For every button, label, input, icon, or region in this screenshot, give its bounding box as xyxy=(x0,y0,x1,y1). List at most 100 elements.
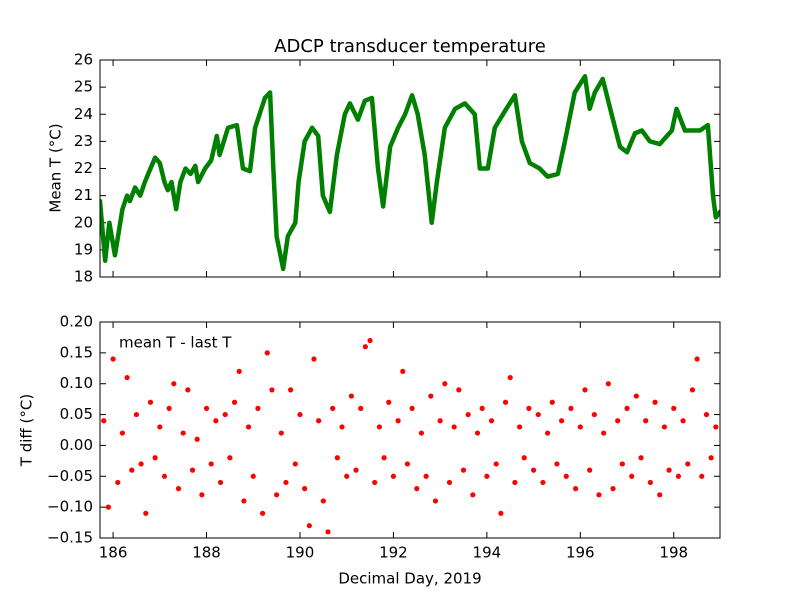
data-point xyxy=(259,510,266,516)
x-tick-label: 188 xyxy=(192,544,221,562)
x-tick-label: 186 xyxy=(99,544,128,562)
data-point xyxy=(685,461,691,467)
data-point xyxy=(274,492,280,498)
data-point xyxy=(381,455,387,461)
data-point xyxy=(199,492,205,498)
data-point xyxy=(428,393,434,399)
data-point xyxy=(554,461,560,467)
data-point xyxy=(446,479,453,486)
x-axis-label: Decimal Day, 2019 xyxy=(338,570,481,588)
data-point xyxy=(423,473,429,479)
data-point xyxy=(657,492,663,498)
data-point xyxy=(414,486,420,492)
y-tick-label: 0.10 xyxy=(60,374,93,392)
data-point xyxy=(189,467,196,473)
data-point xyxy=(671,405,677,411)
data-point xyxy=(269,387,275,393)
data-point xyxy=(152,455,158,461)
data-point xyxy=(213,418,219,424)
y-tick-label: 18 xyxy=(74,268,93,286)
data-point xyxy=(661,424,668,430)
data-point xyxy=(372,479,378,486)
data-point xyxy=(194,436,200,442)
y-tick-label: 0.00 xyxy=(60,436,93,454)
axes-frame xyxy=(99,59,721,278)
chart-title: ADCP transducer temperature xyxy=(274,36,546,57)
data-point xyxy=(185,387,191,393)
x-tick-label: 190 xyxy=(286,544,315,562)
data-point xyxy=(498,510,504,516)
data-point xyxy=(353,467,359,473)
data-point xyxy=(601,430,607,436)
data-point xyxy=(605,381,611,387)
data-point xyxy=(544,430,551,436)
data-point xyxy=(344,473,350,479)
data-point xyxy=(703,411,710,418)
data-point xyxy=(460,467,467,473)
data-point xyxy=(400,368,406,374)
data-point xyxy=(124,374,130,381)
data-point xyxy=(713,424,719,430)
y-axis-label: Mean T (°C) xyxy=(47,123,65,212)
data-point xyxy=(474,430,481,436)
data-point xyxy=(456,387,462,393)
data-point xyxy=(540,479,546,486)
y-tick-label: 23 xyxy=(74,132,93,150)
data-point xyxy=(208,461,214,467)
data-point xyxy=(573,486,579,492)
data-point xyxy=(227,455,233,461)
y-tick-label: 0.15 xyxy=(60,343,93,361)
data-point xyxy=(115,479,121,486)
data-point xyxy=(502,399,509,405)
data-point xyxy=(629,473,635,479)
data-point xyxy=(236,368,242,374)
data-point xyxy=(512,479,518,486)
data-point xyxy=(591,411,597,418)
data-point xyxy=(587,467,593,473)
data-point xyxy=(643,418,649,424)
data-point xyxy=(264,350,270,356)
data-point xyxy=(465,411,471,418)
x-tick-label: 192 xyxy=(379,544,408,562)
y-tick-label: 22 xyxy=(74,159,93,177)
data-point xyxy=(680,418,686,424)
y-tick-label: 20 xyxy=(74,213,93,231)
data-point xyxy=(395,418,401,424)
data-point xyxy=(507,374,513,381)
data-point xyxy=(283,479,289,486)
data-point xyxy=(245,424,252,430)
y-tick-label: 24 xyxy=(74,105,93,123)
data-line xyxy=(100,74,720,272)
annotation: mean T - last T xyxy=(119,334,232,352)
y-tick-label: 26 xyxy=(74,51,93,69)
data-point xyxy=(479,405,485,411)
data-point xyxy=(451,424,457,430)
data-point xyxy=(339,424,345,430)
data-point xyxy=(367,337,373,344)
data-point xyxy=(348,393,354,399)
data-point xyxy=(596,492,602,498)
data-point xyxy=(320,498,326,504)
axes-frame xyxy=(99,321,721,539)
data-point xyxy=(610,486,616,492)
y-tick-label: 19 xyxy=(74,240,93,258)
data-point xyxy=(330,405,336,411)
data-point xyxy=(129,467,135,473)
data-point xyxy=(488,418,495,424)
y-tick-label: −0.15 xyxy=(47,529,93,547)
data-point xyxy=(516,424,523,430)
data-point xyxy=(133,411,140,418)
data-point xyxy=(161,473,168,479)
data-point xyxy=(325,529,331,535)
data-point xyxy=(119,430,126,436)
data-point xyxy=(334,455,340,461)
data-point xyxy=(559,418,565,424)
data-point xyxy=(577,424,583,430)
data-point xyxy=(694,356,700,362)
data-point xyxy=(292,461,298,467)
data-point xyxy=(549,399,555,405)
data-point xyxy=(404,461,411,467)
data-point xyxy=(470,492,476,498)
